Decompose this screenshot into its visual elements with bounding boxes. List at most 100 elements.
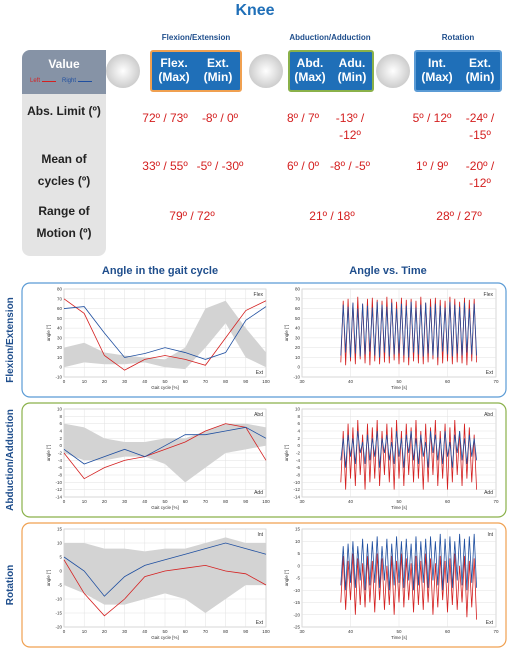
group-title: Rotation	[441, 33, 475, 42]
y-tick-label: 20	[57, 345, 63, 350]
page-title: Knee	[235, 2, 275, 19]
y-tick-label: 6	[297, 421, 300, 426]
x-tick-label: 10	[82, 499, 88, 504]
y-tick-label: 60	[295, 306, 301, 311]
x-tick-label: 70	[493, 379, 499, 384]
series-line	[63, 298, 267, 371]
x-axis-label: Gait cycle [%]	[151, 635, 179, 640]
x-tick-label: 50	[396, 379, 402, 384]
y-tick-label: -14	[293, 495, 300, 500]
y-tick-label: 15	[57, 527, 63, 532]
x-tick-label: 40	[348, 379, 354, 384]
x-tick-label: 70	[203, 499, 209, 504]
y-tick-label: -10	[55, 597, 62, 602]
x-axis-label: Gait cycle [%]	[151, 505, 179, 510]
top-label: Flex	[484, 292, 494, 298]
x-tick-label: 0	[63, 499, 66, 504]
y-tick-label: -5	[58, 583, 62, 588]
y-tick-label: -25	[293, 625, 300, 630]
bottom-label: Ext	[256, 620, 264, 626]
column-header: Abd. (Max)	[294, 56, 326, 84]
table-cell: -20º / -12º	[465, 159, 495, 190]
x-tick-label: 10	[82, 379, 88, 384]
row-label: Abs. Limit (º)	[27, 104, 101, 118]
table-cell: 28º / 27º	[436, 209, 482, 223]
column-header: Adu. (Min)	[337, 56, 367, 84]
y-tick-label: -6	[58, 465, 62, 470]
legend-right-line	[78, 81, 92, 82]
y-tick-label: -20	[55, 625, 62, 630]
x-tick-label: 100	[262, 499, 270, 504]
y-tick-label: 2	[297, 436, 300, 441]
series-line	[63, 423, 267, 480]
group-title: Abduction/Adduction	[289, 33, 371, 42]
y-tick-label: 10	[57, 407, 63, 412]
column-header: Ext. (Min)	[465, 56, 495, 84]
y-tick-label: 8	[59, 414, 62, 419]
y-tick-label: 10	[57, 541, 63, 546]
series-line	[63, 542, 267, 597]
row-label: Abduction/Adduction	[5, 409, 16, 511]
top-label: Int	[257, 532, 263, 538]
y-tick-label: 50	[295, 316, 301, 321]
x-tick-label: 80	[223, 629, 229, 634]
x-tick-label: 40	[348, 499, 354, 504]
row-label: Flexion/Extension	[5, 297, 16, 383]
y-tick-label: 8	[297, 414, 300, 419]
y-tick-label: 5	[59, 555, 62, 560]
table-cell: 1º / 9º	[415, 159, 449, 173]
x-tick-label: 30	[299, 629, 305, 634]
row-box	[21, 522, 507, 648]
column-header-box	[414, 50, 502, 92]
table-cell: 5º / 12º	[412, 111, 452, 125]
table-cell: 79º / 72º	[169, 209, 215, 223]
table-cell: 21º / 18º	[309, 209, 355, 223]
rotation-icon	[376, 54, 410, 88]
y-tick-label: -10	[55, 480, 62, 485]
bottom-label: Ext	[486, 370, 494, 376]
y-tick-label: 80	[57, 287, 63, 292]
y-tick-label: -20	[293, 612, 300, 617]
x-tick-label: 40	[142, 629, 148, 634]
x-tick-label: 90	[243, 379, 249, 384]
top-label: Abd	[484, 412, 493, 418]
y-tick-label: -12	[55, 487, 62, 492]
y-tick-label: -10	[293, 480, 300, 485]
abduction-icon	[249, 54, 283, 88]
x-axis-label: Gait cycle [%]	[151, 385, 179, 390]
x-tick-label: 60	[445, 379, 451, 384]
y-tick-label: -6	[296, 465, 300, 470]
column-header: Int. (Max)	[421, 56, 453, 84]
y-tick-label: 0	[297, 365, 300, 370]
y-tick-label: 15	[295, 527, 301, 532]
y-tick-label: -14	[55, 495, 62, 500]
flexion-icon	[106, 54, 140, 88]
row-label: Rotation	[5, 565, 16, 606]
y-tick-label: 0	[59, 569, 62, 574]
x-tick-label: 50	[162, 499, 168, 504]
y-tick-label: 50	[57, 316, 63, 321]
table-cell: -24º / -15º	[465, 111, 495, 142]
x-tick-label: 30	[122, 379, 128, 384]
y-tick-label: -5	[296, 576, 300, 581]
column-header: Flex. (Max)	[158, 56, 190, 84]
column-header-box	[288, 50, 374, 92]
y-tick-label: 30	[295, 335, 301, 340]
y-tick-label: 6	[59, 421, 62, 426]
y-tick-label: -2	[296, 451, 300, 456]
column-title: Angle vs. Time	[349, 265, 426, 277]
bottom-label: Add	[484, 490, 493, 496]
row-box	[21, 402, 507, 518]
y-tick-label: 10	[57, 355, 63, 360]
y-tick-label: 10	[295, 539, 301, 544]
x-tick-label: 50	[396, 629, 402, 634]
y-tick-label: 10	[295, 355, 301, 360]
bottom-label: Ext	[256, 370, 264, 376]
x-axis-label: Time [s]	[391, 635, 407, 640]
table-cell: -8º / -5º	[329, 159, 371, 173]
y-tick-label: 70	[57, 296, 63, 301]
row-label: Range of Motion (º)	[36, 204, 92, 240]
legend-left: Left	[30, 78, 41, 84]
